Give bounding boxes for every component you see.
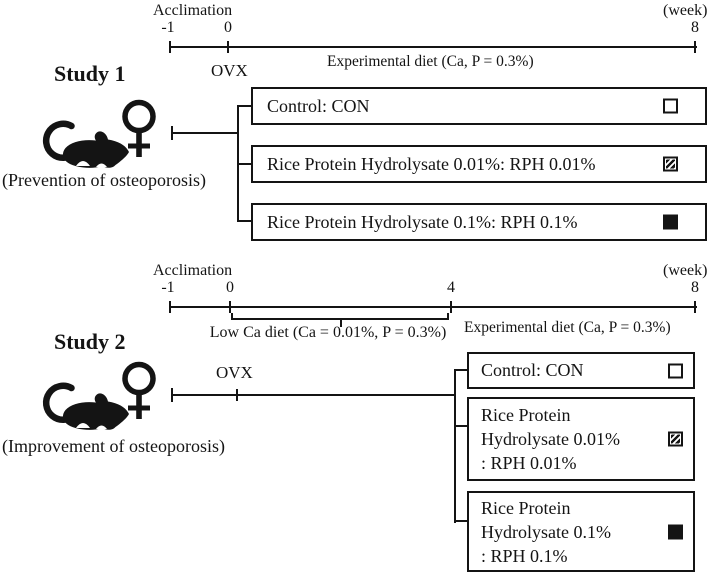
study1-timeline-tick-minus1 — [169, 41, 171, 53]
study1-branch-stub-3 — [239, 220, 251, 222]
group-label: Control: CON — [481, 360, 584, 380]
study1-tick-label-0: 0 — [224, 19, 232, 36]
study1-timeline-tick-0 — [227, 41, 229, 53]
study2-branch-line — [454, 369, 456, 523]
study1-experimental-diet-label: Experimental diet (Ca, P = 0.3%) — [327, 53, 534, 70]
female-symbol-icon — [122, 361, 156, 419]
open-square-marker — [668, 363, 683, 378]
study1-tick-label-8: 8 — [691, 19, 699, 36]
group-label-line2: Hydrolysate 0.01% — [481, 429, 620, 449]
study1-branch-stub-1 — [239, 105, 251, 107]
study2-tick-label-minus1: -1 — [161, 279, 175, 296]
study2-branch-stub-3 — [456, 520, 467, 522]
group-label-line1: Rice Protein — [481, 405, 571, 425]
study2-tick-label-8: 8 — [691, 279, 699, 296]
group-label-line2: Hydrolysate 0.1% — [481, 521, 611, 542]
study1-tick-label-minus1: -1 — [161, 19, 175, 36]
group-label: Control: CON — [267, 95, 370, 116]
hatched-square-marker — [668, 431, 683, 447]
study1-timeline-tick-8 — [694, 41, 696, 53]
study2-timeline-line — [169, 306, 697, 308]
study2-timeline-tick-0 — [229, 301, 231, 313]
group-label: Rice Protein Hydrolysate 0.01%: RPH 0.01… — [267, 153, 596, 174]
study2-timeline-tick-4 — [450, 301, 452, 313]
study1-title: Study 1 — [54, 61, 126, 86]
study2-group-box-control: Control: CON — [467, 352, 695, 389]
group-label: Rice Protein Hydrolysate 0.1%: RPH 0.1% — [267, 211, 578, 232]
study1-connector-line — [172, 132, 238, 134]
study1-branch-line — [237, 105, 239, 222]
study2-low-ca-diet-label: Low Ca diet (Ca = 0.01%, P = 0.3%) — [209, 324, 447, 341]
study1-timeline-line — [169, 46, 697, 48]
study2-tick-label-0: 0 — [226, 279, 234, 296]
study2-experimental-diet-label: Experimental diet (Ca, P = 0.3%) — [464, 319, 671, 336]
female-symbol-icon — [122, 99, 156, 157]
study2-title: Study 2 — [54, 329, 126, 354]
study2-female-rat-icon — [42, 361, 156, 430]
group-label-line1: Rice Protein — [481, 497, 571, 518]
study2-acclimation-label: Acclimation — [153, 262, 233, 279]
study1-group-box-rph001: Rice Protein Hydrolysate 0.01%: RPH 0.01… — [251, 145, 707, 183]
study2-group-box-rph001: Rice Protein Hydrolysate 0.01% : RPH 0.0… — [467, 397, 695, 481]
study1-subtitle: (Prevention of osteoporosis) — [2, 170, 206, 190]
hatched-square-marker — [663, 156, 678, 172]
rat-silhouette-icon — [42, 382, 129, 430]
study2-timeline-tick-minus1 — [169, 301, 171, 313]
study2-branch-stub-1 — [456, 369, 467, 371]
study1-ovx-label: OVX — [211, 61, 248, 80]
study2-ovx-tick — [236, 389, 238, 401]
study1-group-box-control: Control: CON — [251, 87, 707, 125]
study1-acclimation-label: Acclimation — [153, 2, 233, 19]
rat-silhouette-icon — [42, 120, 129, 168]
study1-group-box-rph01: Rice Protein Hydrolysate 0.1%: RPH 0.1% — [251, 203, 707, 241]
group-label-line3: : RPH 0.01% — [481, 453, 577, 473]
study2-tick-label-4: 4 — [447, 279, 455, 296]
study2-subtitle: (Improvement of osteoporosis) — [2, 436, 225, 456]
study2-ovx-label: OVX — [216, 363, 253, 382]
study2-group-box-rph01: Rice Protein Hydrolysate 0.1% : RPH 0.1% — [467, 491, 695, 572]
study2-week-unit-label: (week) — [663, 262, 708, 279]
open-square-marker — [663, 98, 678, 114]
study2-connector-line — [172, 394, 456, 396]
study1-female-rat-icon — [42, 99, 156, 168]
study2-lowca-bracket-nub — [340, 320, 342, 327]
group-label-line3: : RPH 0.1% — [481, 545, 568, 566]
filled-square-marker — [668, 524, 683, 539]
study2-branch-stub-2 — [456, 425, 467, 427]
study1-branch-stub-2 — [239, 163, 251, 165]
filled-square-marker — [663, 214, 678, 230]
study2-lowca-bracket — [231, 313, 449, 320]
study1-week-unit-label: (week) — [663, 2, 708, 19]
study2-timeline-tick-8 — [694, 301, 696, 313]
